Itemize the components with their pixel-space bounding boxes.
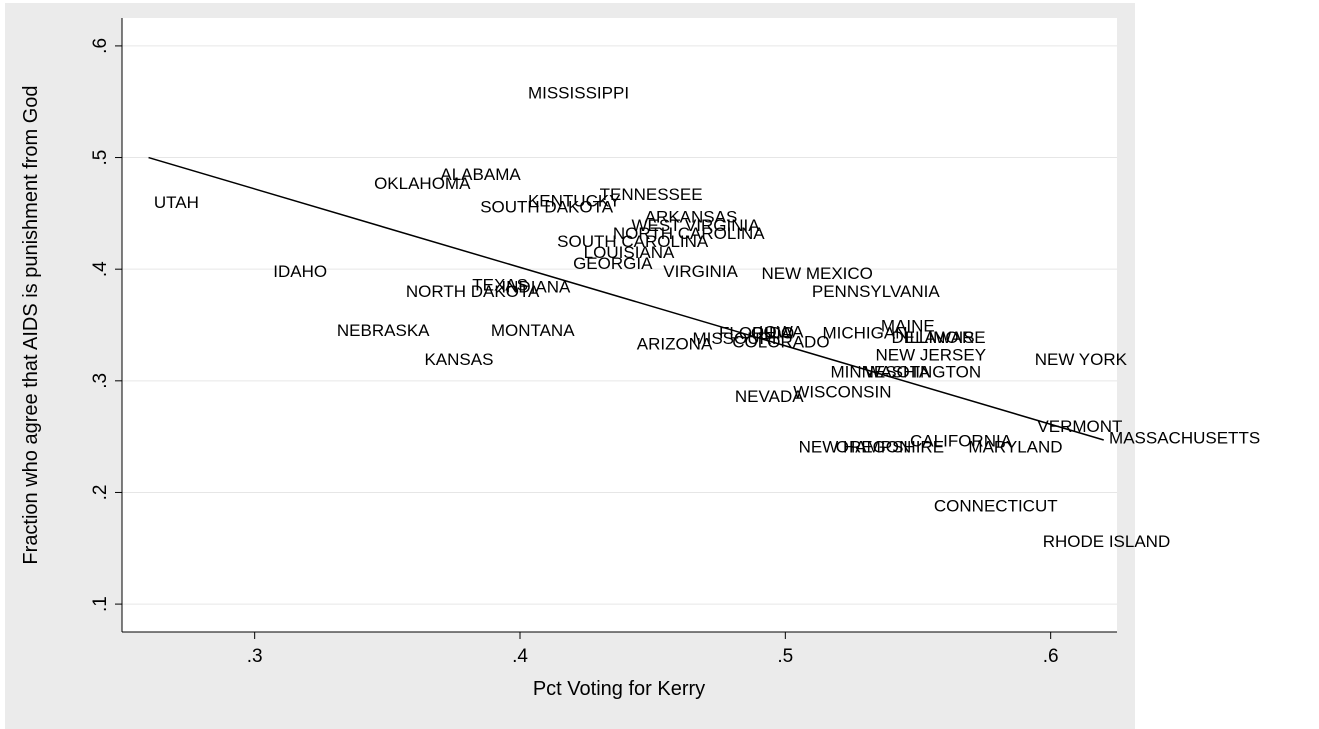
point-label: OKLAHOMA: [374, 174, 471, 193]
point-label: WASHINGTON: [865, 362, 981, 381]
y-tick-label: .5: [90, 150, 111, 166]
point-label: CONNECTICUT: [934, 496, 1058, 515]
x-tick-label: .4: [512, 646, 528, 667]
point-label: NEW YORK: [1035, 350, 1128, 369]
point-label: NEW HAMPSHIRE: [799, 437, 944, 456]
point-label: SOUTH DAKOTA: [480, 197, 614, 216]
point-label: UTAH: [154, 193, 199, 212]
point-label: COLORADO: [732, 332, 829, 351]
point-label: FLORIDA: [719, 323, 793, 342]
x-tick-label: .6: [1043, 646, 1059, 667]
y-axis-label: Fraction who agree that AIDS is punishme…: [20, 85, 42, 564]
point-label: LOUISIANA: [584, 243, 675, 262]
point-label: NEVADA: [735, 387, 804, 406]
point-label: PENNSYLVANIA: [812, 282, 941, 301]
point-label: SOUTH CAROLINA: [557, 232, 709, 251]
point-label: WEST VIRGINIA: [631, 216, 760, 235]
point-label: MONTANA: [491, 321, 575, 340]
point-label: IOWA: [759, 322, 804, 341]
point-label: DELAWARE: [891, 328, 985, 347]
x-tick-label: .5: [777, 646, 793, 667]
point-label: ARKANSAS: [645, 207, 738, 226]
y-tick-label: .4: [90, 261, 111, 277]
point-label: TENNESSEE: [600, 185, 703, 204]
point-label: TEXAS: [472, 275, 528, 294]
point-label: VIRGINIA: [663, 262, 738, 281]
point-label: OHIO: [751, 323, 794, 342]
point-label: WISCONSIN: [793, 383, 891, 402]
point-label: NEW MEXICO: [761, 264, 872, 283]
point-label: INDIANA: [501, 278, 571, 297]
x-tick-label: .3: [247, 646, 263, 667]
y-axis-ticks: .1 .2 .3 .4 .5 .6: [90, 38, 122, 612]
y-tick-label: .6: [90, 38, 111, 54]
point-label: MASSACHUSETTS: [1109, 428, 1260, 447]
point-label: NORTH CAROLINA: [613, 224, 765, 243]
point-label: MINNESOTA: [830, 362, 930, 381]
point-label: NEW JERSEY: [876, 346, 987, 365]
point-label: ILLINOIS: [905, 328, 975, 347]
point-label: CALIFORNIA: [910, 432, 1013, 451]
point-label: MISSOURI: [692, 329, 776, 348]
point-label: OREGON: [836, 437, 912, 456]
x-axis-ticks: .3 .4 .5 .6: [247, 632, 1059, 667]
point-label: GEORGIA: [573, 254, 653, 273]
x-axis-label: Pct Voting for Kerry: [533, 678, 705, 700]
point-label: ALABAMA: [440, 165, 521, 184]
point-label: VERMONT: [1037, 417, 1122, 436]
point-label: ARIZONA: [637, 335, 713, 354]
point-label: MARYLAND: [968, 437, 1062, 456]
point-label: RHODE ISLAND: [1043, 532, 1171, 551]
point-label: NEBRASKA: [337, 321, 430, 340]
point-label: KANSAS: [424, 350, 493, 369]
point-label: NORTH DAKOTA: [406, 282, 540, 301]
grid-lines: [122, 45, 1117, 605]
fit-line: [148, 156, 1104, 441]
y-tick-label: .2: [90, 485, 111, 501]
point-label: IDAHO: [273, 262, 327, 281]
point-label: KENTUCKY: [528, 192, 621, 211]
point-label: MISSISSIPPI: [528, 83, 629, 102]
point-label: MICHIGAN: [822, 323, 907, 342]
y-tick-label: .3: [90, 373, 111, 389]
plot-area: [122, 18, 1117, 632]
y-tick-label: .1: [90, 596, 111, 612]
point-label: MAINE: [881, 317, 935, 336]
